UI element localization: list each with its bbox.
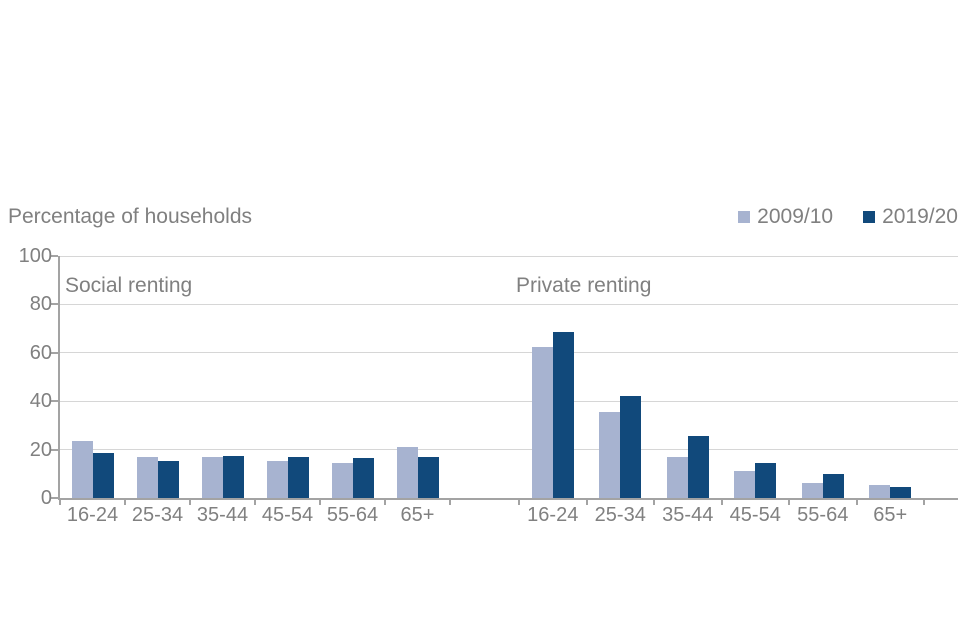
y-axis-tick <box>51 303 58 306</box>
x-axis-tick <box>653 498 655 505</box>
bar-private-65+-2009-10 <box>869 484 891 498</box>
plot-area: Social renting Private renting 0 20 40 60 80… <box>19 246 958 526</box>
bar-private-55-64-2009-10 <box>801 483 823 498</box>
x-axis-tick <box>319 498 321 505</box>
bar-private-65+-2019-20 <box>890 487 912 498</box>
x-axis-tick <box>720 498 723 505</box>
bar-private-45-54-2019-20 <box>755 462 777 498</box>
y-axis-line <box>58 256 60 498</box>
x-axis-label: 65+ <box>400 504 435 526</box>
bar-social-55-64-2019-20 <box>352 458 374 498</box>
y-axis-tick <box>51 255 58 257</box>
bar-social-16-24-2009-10 <box>71 441 93 498</box>
chart-title: Percentage of households <box>8 205 253 228</box>
bar-private-25-34-2019-20 <box>620 396 642 498</box>
bar-social-25-34-2009-10 <box>136 456 158 498</box>
bar-private-45-54-2009-10 <box>734 471 756 498</box>
x-axis-label: 25-34 <box>594 504 646 526</box>
legend-label: 2009/10 <box>757 205 834 228</box>
bar-social-45-54-2009-10 <box>266 460 288 498</box>
gridline <box>60 449 958 451</box>
bar-private-25-34-2009-10 <box>599 412 621 498</box>
bar-social-55-64-2009-10 <box>331 462 353 498</box>
y-axis-tick <box>51 497 58 499</box>
y-axis-label: 40 <box>29 390 52 413</box>
y-axis-tick <box>51 448 58 451</box>
bar-social-65+-2009-10 <box>396 447 418 498</box>
x-axis-label: 35-44 <box>662 504 714 526</box>
bar-social-16-24-2019-20 <box>92 453 114 498</box>
y-axis-label: 60 <box>29 341 52 364</box>
x-axis-label: 65+ <box>873 504 908 526</box>
bar-social-45-54-2019-20 <box>287 456 309 498</box>
legend-swatch-icon <box>863 211 876 223</box>
bar-social-25-34-2019-20 <box>157 460 179 498</box>
legend-label: 2019/20 <box>882 205 958 228</box>
x-axis-tick <box>788 498 790 505</box>
gridline <box>60 352 958 354</box>
gridline <box>60 255 958 257</box>
bar-private-16-24-2009-10 <box>531 346 553 498</box>
y-axis-label: 20 <box>29 438 52 461</box>
legend-item-2019-20: 2019/20 <box>863 205 958 229</box>
panel-label-social-renting: Social renting <box>65 274 193 297</box>
x-axis-tick <box>384 498 386 505</box>
x-axis-label: 55-64 <box>326 504 379 526</box>
bar-social-35-44-2019-20 <box>222 455 244 498</box>
x-axis-tick <box>585 498 588 505</box>
x-axis-label: 45-54 <box>261 504 314 526</box>
y-axis-label: 100 <box>18 245 52 267</box>
x-axis-label: 45-54 <box>729 504 781 526</box>
x-axis-label: 16-24 <box>66 504 119 526</box>
y-axis-label: 80 <box>29 293 52 316</box>
x-axis-tick <box>449 498 451 505</box>
gridline <box>60 303 958 305</box>
bar-private-55-64-2019-20 <box>822 473 844 498</box>
x-axis-line <box>58 498 958 500</box>
x-axis-tick <box>59 498 61 505</box>
x-axis-label: 55-64 <box>797 504 849 526</box>
panel-label-private-renting: Private renting <box>516 274 652 297</box>
legend: 2009/10 2019/20 <box>738 205 958 229</box>
x-axis-tick <box>124 498 126 505</box>
x-axis-tick <box>855 498 858 505</box>
x-axis-label: 16-24 <box>527 504 579 526</box>
legend-swatch-icon <box>738 211 751 223</box>
x-axis-label: 35-44 <box>196 504 249 526</box>
x-axis-tick <box>923 498 925 505</box>
x-axis-tick <box>518 498 520 505</box>
y-axis-tick <box>51 351 58 354</box>
gridline <box>60 400 958 402</box>
bar-private-16-24-2019-20 <box>552 332 574 498</box>
x-axis-tick <box>254 498 256 505</box>
bar-private-35-44-2019-20 <box>687 436 709 498</box>
bar-private-35-44-2009-10 <box>666 456 688 498</box>
x-axis-label: 25-34 <box>131 504 184 526</box>
x-axis-tick <box>189 498 191 505</box>
y-axis-label: 0 <box>40 487 52 509</box>
legend-item-2009-10: 2009/10 <box>738 205 833 229</box>
y-axis-tick <box>51 400 58 403</box>
bar-social-65+-2019-20 <box>417 456 439 498</box>
bar-social-35-44-2009-10 <box>201 456 223 498</box>
